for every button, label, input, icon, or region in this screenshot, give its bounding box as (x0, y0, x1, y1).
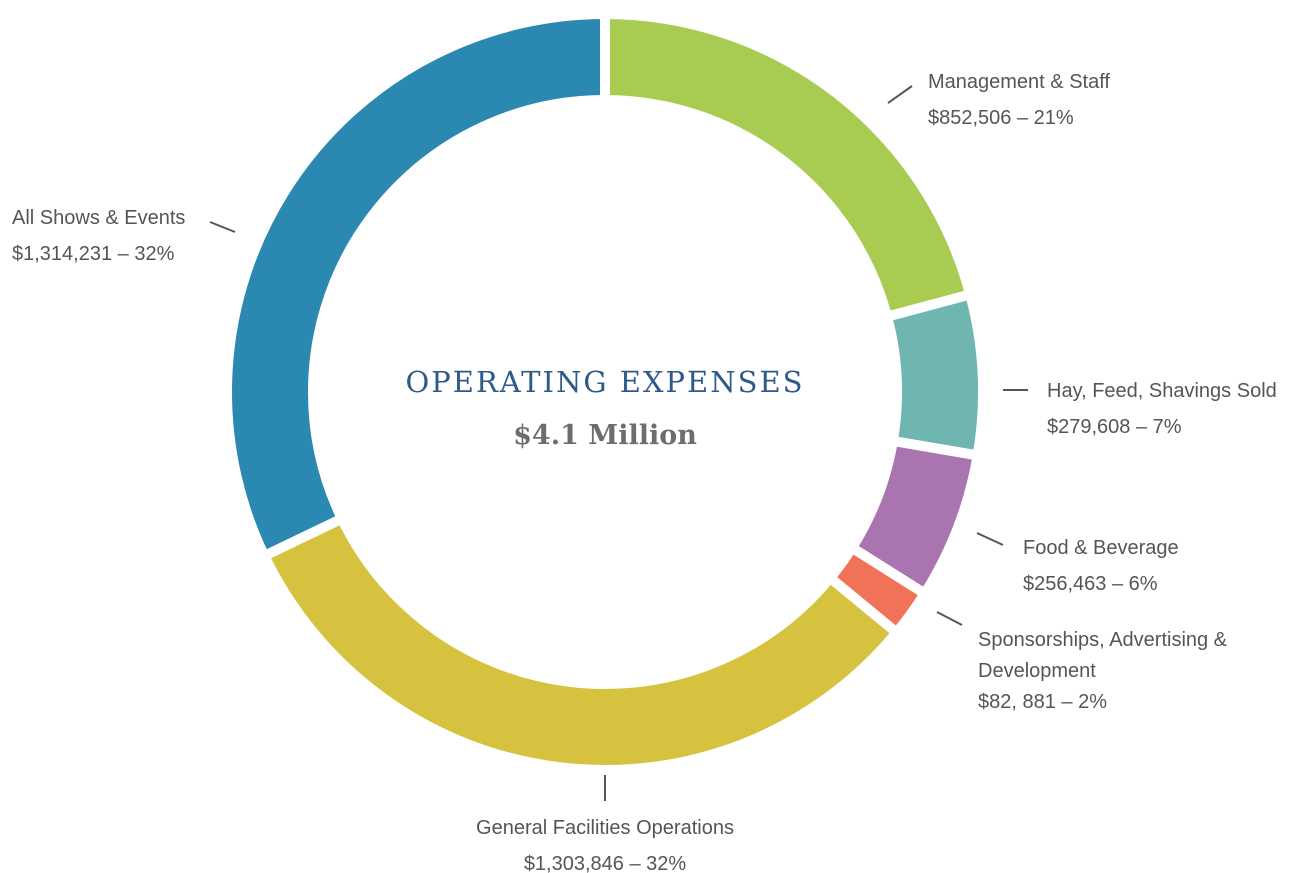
value-label: $256,463 – 6% (1023, 573, 1158, 595)
value-label: $1,314,231 – 32% (12, 243, 175, 265)
slice-label: Sponsorships, Advertising & Development $… (978, 625, 1228, 718)
slice (222, 8, 610, 563)
slice-label: Management & Staff $852,506 – 21% (928, 64, 1110, 136)
leader-line (936, 611, 963, 626)
category-label: Hay, Feed, Shavings Sold (1047, 380, 1277, 402)
slice-label: General Facilities Operations $1,303,846 … (405, 810, 805, 873)
slice (600, 8, 977, 323)
leader-line (209, 221, 236, 233)
chart-subtitle: $4.1 Million (513, 420, 697, 451)
value-label: $1,303,846 – 32% (523, 853, 687, 873)
category-label: All Shows & Events (12, 207, 186, 229)
value-label: $852,506 – 21% (928, 107, 1074, 129)
category-label: Sponsorships, Advertising & Development (978, 629, 1228, 682)
chart-title: OPERATING EXPENSES (405, 365, 805, 399)
category-label: Management & Staff (928, 71, 1110, 93)
slice (257, 511, 904, 775)
slice-label: Food & Beverage $256,463 – 6% (1023, 530, 1179, 602)
leader-line (976, 532, 1004, 546)
leader-line (887, 85, 913, 104)
slice-label: Hay, Feed, Shavings Sold $279,608 – 7% (1047, 373, 1277, 445)
slice-label: All Shows & Events $1,314,231 – 32% (12, 200, 185, 272)
category-label: Food & Beverage (1023, 537, 1179, 559)
category-label: General Facilities Operations (476, 817, 734, 839)
value-label: $82, 881 – 2% (978, 691, 1107, 713)
value-label: $279,608 – 7% (1047, 416, 1182, 438)
